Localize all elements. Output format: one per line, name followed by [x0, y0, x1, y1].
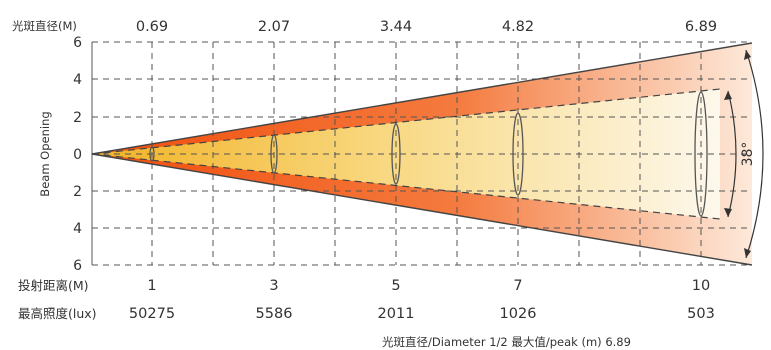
inner-arc-arrow-bottom — [724, 208, 732, 217]
lux-value: 1026 — [500, 306, 537, 322]
y-tick-label: 4 — [73, 221, 82, 237]
distance-value: 3 — [269, 278, 278, 294]
footer-note: 光斑直径/Diameter 1/2 最大值/peak (m) 6.89 — [382, 335, 631, 349]
y-tick-label: 2 — [73, 110, 82, 126]
lux-value: 50275 — [129, 306, 175, 322]
distance-row-label: 投射距离(M) — [18, 278, 89, 293]
y-tick-label: 2 — [73, 184, 82, 200]
inner-edge-top — [91, 88, 721, 155]
distance-value: 5 — [391, 278, 400, 294]
y-axis-title: Beam Opening — [38, 111, 52, 196]
diameter-row-label: 光斑直径(M) — [12, 19, 77, 33]
beam-angle-label: 38° — [740, 142, 756, 167]
diameter-value: 0.69 — [136, 19, 168, 35]
distance-value: 10 — [692, 278, 710, 294]
lux-value: 2011 — [378, 306, 415, 322]
diameter-value: 4.82 — [502, 19, 534, 35]
outer-edge-top — [91, 42, 753, 155]
diameter-value: 2.07 — [258, 19, 290, 35]
y-tick-label: 4 — [73, 72, 82, 88]
y-tick-label: 0 — [73, 147, 82, 163]
inner-beam — [92, 89, 720, 219]
outer-edge-bottom — [91, 153, 753, 266]
y-tick-label: 6 — [73, 35, 82, 51]
section-ellipse-7 — [512, 112, 524, 196]
section-ellipse-3 — [270, 134, 278, 174]
inner-edge-bottom — [91, 153, 721, 220]
section-ellipse-1 — [149, 146, 155, 162]
lux-row-label: 最高照度(lux) — [18, 306, 97, 321]
lux-value: 503 — [687, 306, 715, 322]
outer-arc-arrow-bottom — [744, 248, 751, 258]
y-tick-label: 6 — [73, 258, 82, 274]
diameter-value: 3.44 — [380, 19, 412, 35]
outer-angle-arc — [745, 49, 764, 259]
inner-arc-arrow-top — [724, 91, 732, 100]
grid — [92, 41, 752, 266]
outer-arc-arrow-top — [744, 50, 751, 60]
lux-value: 5586 — [256, 306, 293, 322]
distance-value: 1 — [147, 278, 156, 294]
inner-angle-arc — [727, 90, 737, 218]
section-ellipse-10 — [694, 91, 708, 217]
distance-value: 7 — [513, 278, 522, 294]
section-ellipse-5 — [391, 123, 401, 185]
diameter-value: 6.89 — [685, 19, 717, 35]
